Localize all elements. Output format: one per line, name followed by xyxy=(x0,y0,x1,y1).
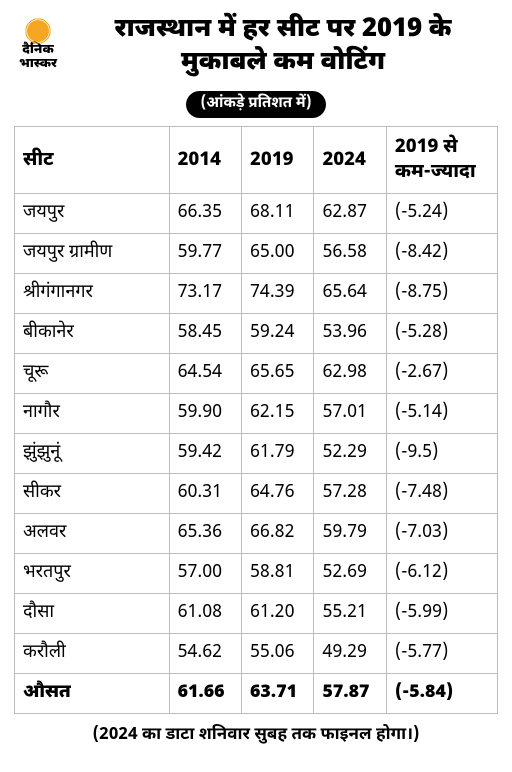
footnote: (2024 का डाटा शनिवार सुबह तक फाइनल होगा।… xyxy=(0,724,512,746)
cell-y2014: 54.62 xyxy=(169,634,241,674)
cell-seat: दौसा xyxy=(15,594,170,634)
cell-seat: भरतपुर xyxy=(15,554,170,594)
cell-y2024: 57.01 xyxy=(314,394,386,434)
cell-y2024: 59.79 xyxy=(314,514,386,554)
cell-y2019: 66.82 xyxy=(242,514,314,554)
cell-diff: (-5.24) xyxy=(386,194,497,234)
table-row: नागौर59.9062.1557.01(-5.14) xyxy=(15,394,498,434)
table-row-average: औसत61.6663.7157.87(-5.84) xyxy=(15,674,498,714)
cell-y2024: 65.64 xyxy=(314,274,386,314)
cell-y2014: 59.90 xyxy=(169,394,241,434)
cell-diff: (-5.99) xyxy=(386,594,497,634)
cell-y2019: 61.79 xyxy=(242,434,314,474)
cell-diff: (-7.03) xyxy=(386,514,497,554)
cell-seat: बीकानेर xyxy=(15,314,170,354)
cell-diff: (-8.42) xyxy=(386,234,497,274)
cell-y2019: 68.11 xyxy=(242,194,314,234)
cell-y2019: 62.15 xyxy=(242,394,314,434)
cell-seat: नागौर xyxy=(15,394,170,434)
avg-cell-diff: (-5.84) xyxy=(386,674,497,714)
cell-y2014: 57.00 xyxy=(169,554,241,594)
cell-seat: चूरू xyxy=(15,354,170,394)
col-2014: 2014 xyxy=(169,127,241,194)
sun-icon xyxy=(27,20,49,42)
cell-y2019: 61.20 xyxy=(242,594,314,634)
headline: राजस्थान में हर सीट पर 2019 के मुकाबले क… xyxy=(72,14,494,79)
cell-y2014: 73.17 xyxy=(169,274,241,314)
cell-y2024: 55.21 xyxy=(314,594,386,634)
cell-y2014: 66.35 xyxy=(169,194,241,234)
avg-cell-y2019: 63.71 xyxy=(242,674,314,714)
col-2019: 2019 xyxy=(242,127,314,194)
table-row: जयपुर66.3568.1162.87(-5.24) xyxy=(15,194,498,234)
cell-y2014: 61.08 xyxy=(169,594,241,634)
cell-y2024: 57.28 xyxy=(314,474,386,514)
cell-y2014: 59.42 xyxy=(169,434,241,474)
cell-diff: (-7.48) xyxy=(386,474,497,514)
cell-y2024: 53.96 xyxy=(314,314,386,354)
cell-seat: श्रीगंगानगर xyxy=(15,274,170,314)
cell-y2024: 62.98 xyxy=(314,354,386,394)
col-2024: 2024 xyxy=(314,127,386,194)
cell-seat: जयपुर xyxy=(15,194,170,234)
header: दैनिक भास्कर राजस्थान में हर सीट पर 2019… xyxy=(0,0,512,87)
col-diff: 2019 से कम-ज्यादा xyxy=(386,127,497,194)
table-row: दौसा61.0861.2055.21(-5.99) xyxy=(15,594,498,634)
cell-diff: (-8.75) xyxy=(386,274,497,314)
cell-seat: झुंझुनूं xyxy=(15,434,170,474)
avg-cell-y2024: 57.87 xyxy=(314,674,386,714)
cell-y2014: 60.31 xyxy=(169,474,241,514)
cell-y2019: 59.24 xyxy=(242,314,314,354)
cell-y2019: 65.00 xyxy=(242,234,314,274)
avg-cell-y2014: 61.66 xyxy=(169,674,241,714)
cell-seat: करौली xyxy=(15,634,170,674)
cell-y2014: 64.54 xyxy=(169,354,241,394)
table-row: सीकर60.3164.7657.28(-7.48) xyxy=(15,474,498,514)
col-seat: सीट xyxy=(15,127,170,194)
cell-diff: (-2.67) xyxy=(386,354,497,394)
table-row: चूरू64.5465.6562.98(-2.67) xyxy=(15,354,498,394)
table-row: भरतपुर57.0058.8152.69(-6.12) xyxy=(15,554,498,594)
subtitle-pill: (आंकड़े प्रतिशत में) xyxy=(0,91,512,118)
table-row: झुंझुनूं59.4261.7952.29(-9.5) xyxy=(15,434,498,474)
cell-y2024: 49.29 xyxy=(314,634,386,674)
cell-y2024: 56.58 xyxy=(314,234,386,274)
brand-logo: दैनिक भास्कर xyxy=(14,20,62,71)
table-row: श्रीगंगानगर73.1774.3965.64(-8.75) xyxy=(15,274,498,314)
avg-cell-seat: औसत xyxy=(15,674,170,714)
cell-y2019: 55.06 xyxy=(242,634,314,674)
table-row: जयपुर ग्रामीण59.7765.0056.58(-8.42) xyxy=(15,234,498,274)
logo-line2: भास्कर xyxy=(14,58,62,72)
table-header-row: सीट 2014 2019 2024 2019 से कम-ज्यादा xyxy=(15,127,498,194)
cell-y2019: 64.76 xyxy=(242,474,314,514)
cell-seat: जयपुर ग्रामीण xyxy=(15,234,170,274)
table-row: करौली54.6255.0649.29(-5.77) xyxy=(15,634,498,674)
cell-diff: (-5.77) xyxy=(386,634,497,674)
cell-seat: सीकर xyxy=(15,474,170,514)
cell-y2024: 52.29 xyxy=(314,434,386,474)
cell-diff: (-5.14) xyxy=(386,394,497,434)
cell-y2014: 58.45 xyxy=(169,314,241,354)
cell-y2019: 74.39 xyxy=(242,274,314,314)
table-row: बीकानेर58.4559.2453.96(-5.28) xyxy=(15,314,498,354)
cell-diff: (-5.28) xyxy=(386,314,497,354)
cell-y2014: 59.77 xyxy=(169,234,241,274)
cell-y2019: 65.65 xyxy=(242,354,314,394)
voting-table: सीट 2014 2019 2024 2019 से कम-ज्यादा जयप… xyxy=(14,126,498,714)
cell-seat: अलवर xyxy=(15,514,170,554)
cell-diff: (-6.12) xyxy=(386,554,497,594)
cell-y2014: 65.36 xyxy=(169,514,241,554)
cell-diff: (-9.5) xyxy=(386,434,497,474)
cell-y2024: 62.87 xyxy=(314,194,386,234)
cell-y2024: 52.69 xyxy=(314,554,386,594)
subtitle-text: (आंकड़े प्रतिशत में) xyxy=(186,91,325,118)
cell-y2019: 58.81 xyxy=(242,554,314,594)
table-row: अलवर65.3666.8259.79(-7.03) xyxy=(15,514,498,554)
